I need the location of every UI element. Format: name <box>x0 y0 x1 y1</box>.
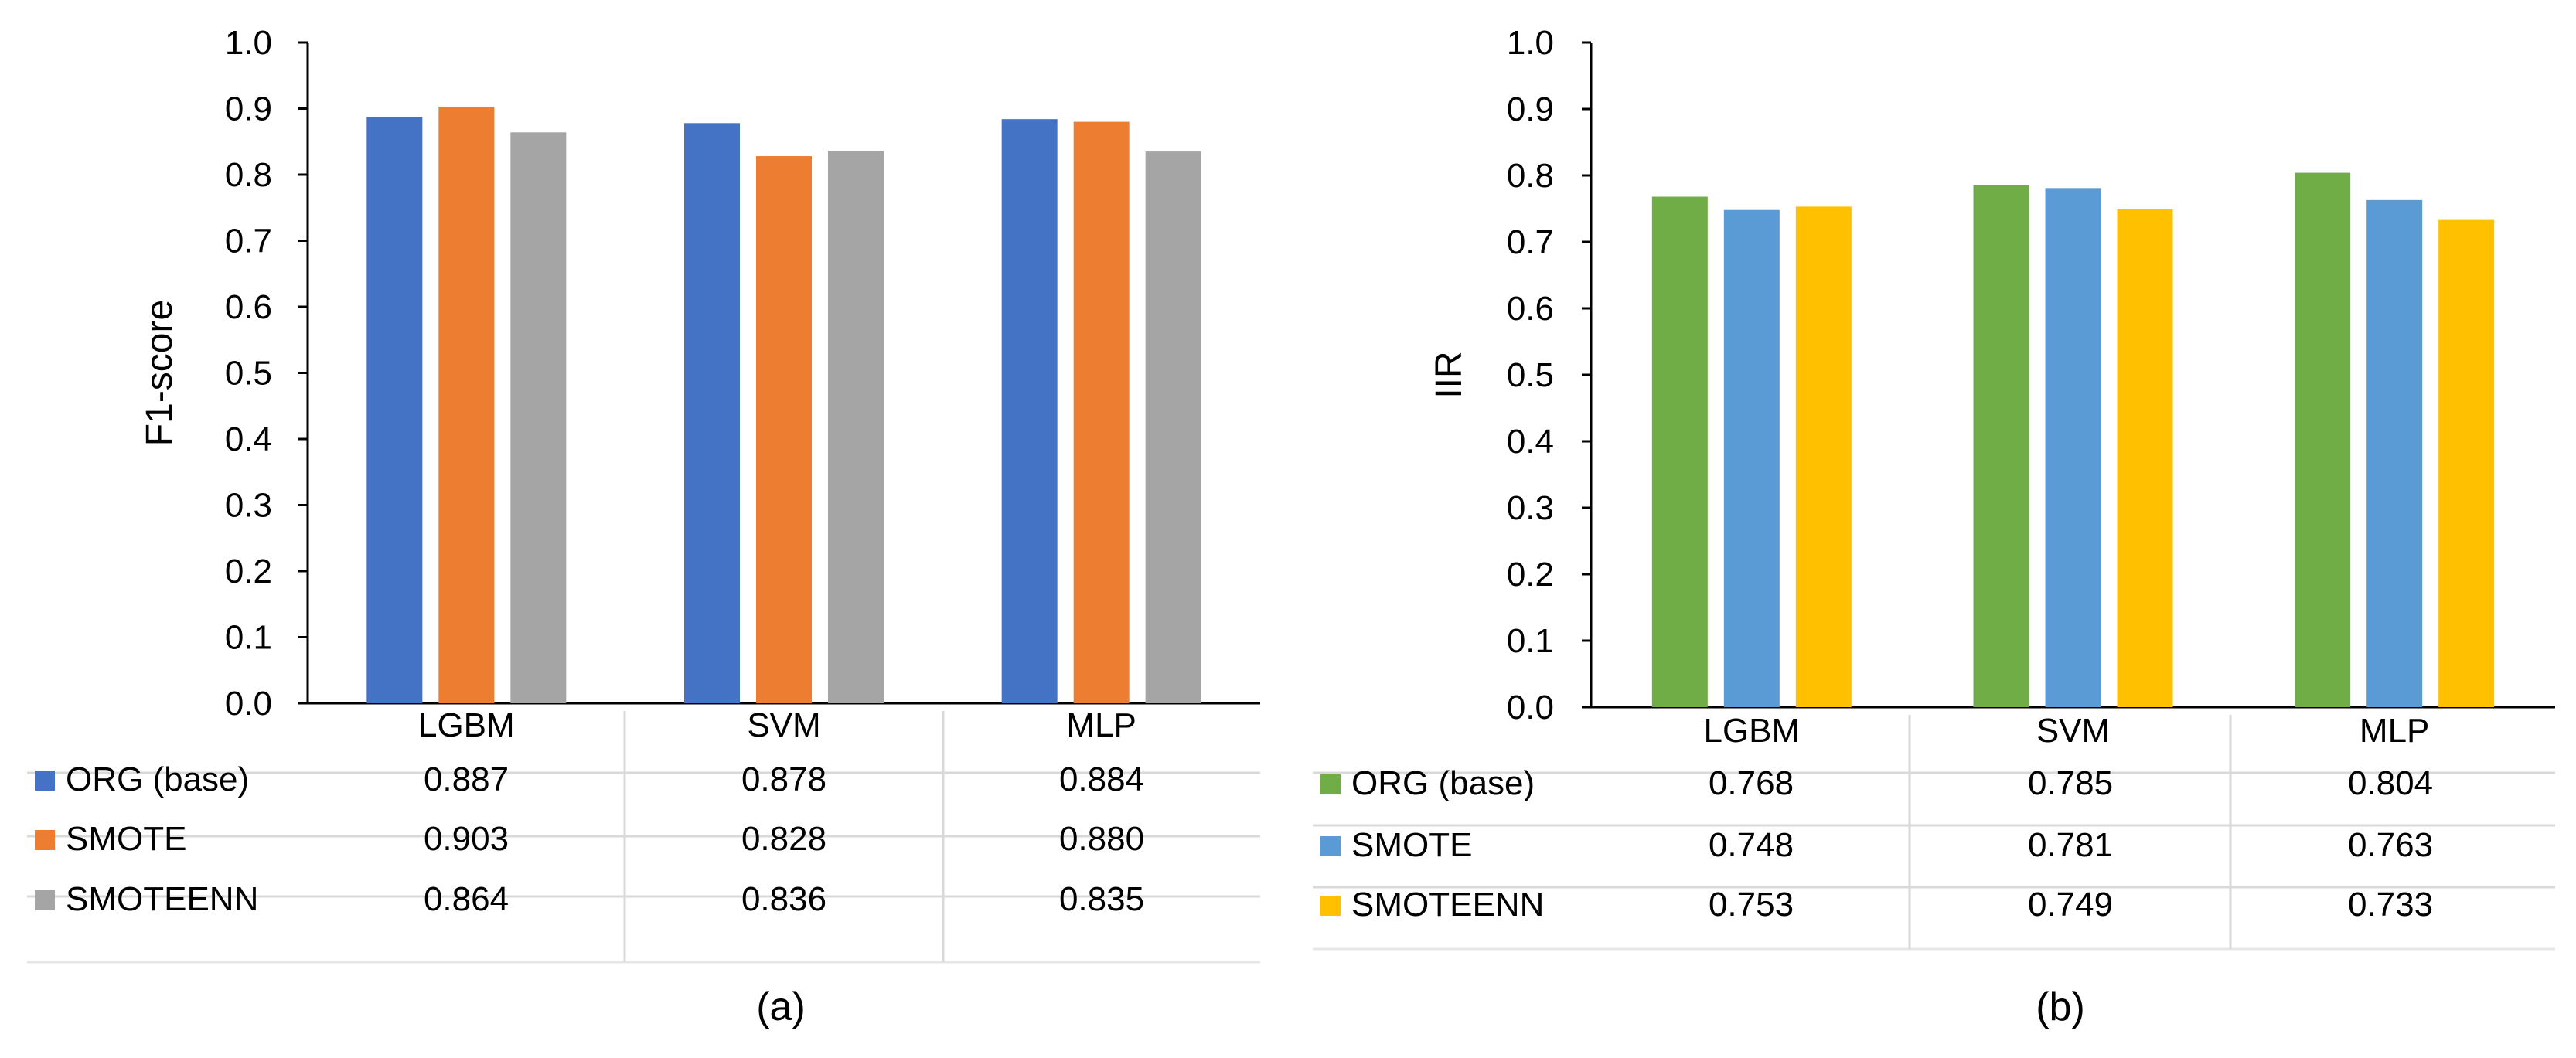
y-tick-label: 0.1 <box>1507 622 1554 660</box>
bar-mlp-smoteenn <box>1145 151 1201 703</box>
y-tick-label: 0.7 <box>225 223 272 260</box>
data-value-cell: 0.828 <box>741 820 826 858</box>
data-value-cell: 0.880 <box>1059 820 1144 858</box>
y-axis-label: F1-score <box>139 300 180 446</box>
legend-marker <box>35 771 55 791</box>
bar-lgbm-smote <box>1723 209 1780 708</box>
x-category-label: LGBM <box>418 706 515 744</box>
legend-marker <box>1320 836 1341 856</box>
data-value-cell: 0.903 <box>424 820 509 858</box>
y-tick-label: 1.0 <box>225 24 272 62</box>
data-value-cell: 0.733 <box>2348 886 2433 924</box>
bar-mlp-org-base <box>2295 172 2351 707</box>
data-value-cell: 0.781 <box>2028 826 2113 864</box>
bar-lgbm-org-base <box>1651 196 1708 707</box>
legend-label: SMOTE <box>66 820 186 858</box>
bar-svm-smote <box>756 156 812 703</box>
x-category-label: SVM <box>2036 712 2110 750</box>
bar-lgbm-smoteenn <box>510 132 567 703</box>
y-tick-label: 0.6 <box>225 288 272 326</box>
x-category-label: MLP <box>2360 712 2429 750</box>
legend-marker <box>1320 896 1341 916</box>
y-tick-label: 0.4 <box>1507 423 1554 461</box>
data-value-cell: 0.749 <box>2028 886 2113 924</box>
y-axis-label: IIR <box>1429 351 1470 398</box>
panel-label: (b) <box>2036 985 2085 1029</box>
bar-lgbm-org-base <box>366 117 423 704</box>
data-value-cell: 0.835 <box>1059 880 1144 918</box>
y-tick-label: 0.3 <box>225 487 272 525</box>
data-value-cell: 0.763 <box>2348 826 2433 864</box>
bar-svm-smoteenn <box>2117 209 2173 707</box>
x-category-label: LGBM <box>1703 712 1800 750</box>
bar-mlp-smoteenn <box>2438 219 2495 707</box>
x-category-label: SVM <box>747 706 820 744</box>
y-tick-label: 0.2 <box>225 553 272 590</box>
y-tick-label: 0.3 <box>1507 489 1554 527</box>
y-tick-label: 0.7 <box>1507 223 1554 261</box>
bar-lgbm-smoteenn <box>1795 206 1852 707</box>
y-tick-label: 0.9 <box>225 90 272 128</box>
bar-svm-smoteenn <box>828 151 884 704</box>
y-tick-label: 0.8 <box>225 156 272 194</box>
legend-label: ORG (base) <box>1351 764 1535 802</box>
y-tick-label: 0.0 <box>1507 689 1554 726</box>
data-value-cell: 0.887 <box>424 760 509 798</box>
panel-label: (a) <box>756 985 806 1029</box>
legend-marker <box>35 830 55 850</box>
data-value-cell: 0.768 <box>1709 764 1794 802</box>
y-tick-label: 0.6 <box>1507 290 1554 328</box>
legend-label: SMOTEENN <box>1351 886 1544 924</box>
data-value-cell: 0.785 <box>2028 764 2113 802</box>
data-value-cell: 0.753 <box>1709 886 1794 924</box>
y-tick-label: 0.1 <box>225 619 272 657</box>
y-tick-label: 0.8 <box>1507 157 1554 195</box>
bar-svm-org-base <box>1973 185 2029 707</box>
y-tick-label: 1.0 <box>1507 24 1554 62</box>
bar-mlp-org-base <box>1001 119 1058 703</box>
bar-svm-smote <box>2045 188 2101 708</box>
data-value-cell: 0.878 <box>741 760 826 798</box>
x-category-label: MLP <box>1066 706 1136 744</box>
bar-mlp-smote <box>1073 121 1130 704</box>
legend-marker <box>35 890 55 910</box>
data-value-cell: 0.864 <box>424 880 509 918</box>
legend-label: SMOTEENN <box>66 880 258 918</box>
y-tick-label: 0.2 <box>1507 556 1554 594</box>
data-value-cell: 0.804 <box>2348 764 2433 802</box>
y-tick-label: 0.5 <box>225 355 272 393</box>
y-tick-label: 0.4 <box>225 420 272 458</box>
y-tick-label: 0.5 <box>1507 356 1554 394</box>
legend-marker <box>1320 774 1341 794</box>
legend-label: ORG (base) <box>66 760 249 798</box>
legend-label: SMOTE <box>1351 826 1472 864</box>
bar-lgbm-smote <box>438 106 495 703</box>
data-value-cell: 0.836 <box>741 880 826 918</box>
y-tick-label: 0.9 <box>1507 90 1554 128</box>
bar-mlp-smote <box>2366 199 2423 707</box>
bar-svm-org-base <box>684 123 740 703</box>
data-value-cell: 0.884 <box>1059 760 1144 798</box>
data-value-cell: 0.748 <box>1709 826 1794 864</box>
y-tick-label: 0.0 <box>225 685 272 723</box>
